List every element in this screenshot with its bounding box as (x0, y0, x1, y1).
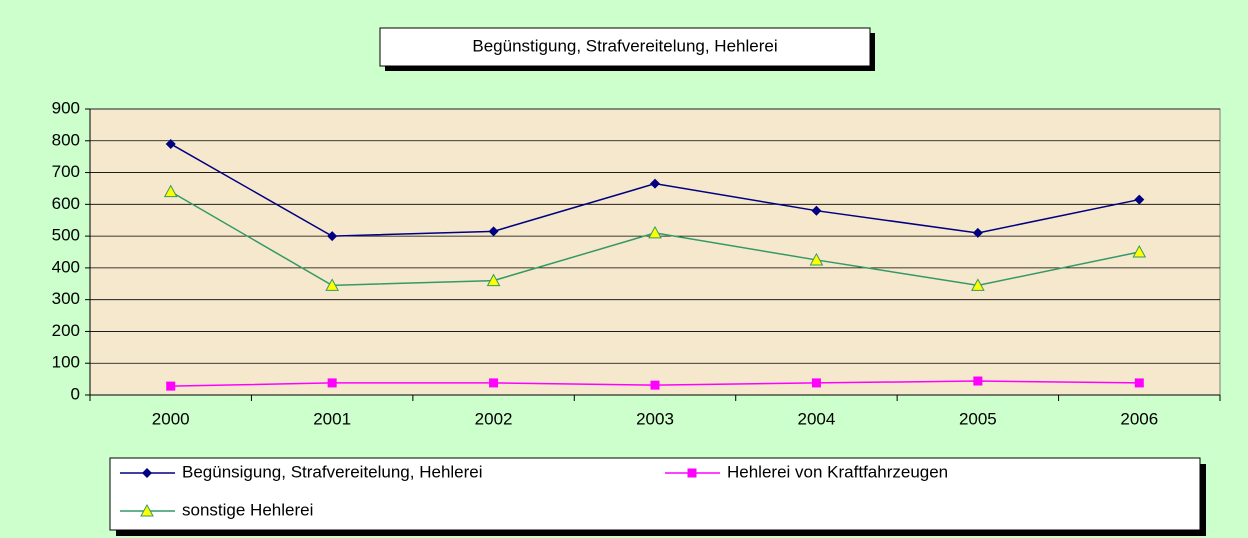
y-tick-label: 400 (52, 257, 80, 276)
y-tick-label: 500 (52, 226, 80, 245)
x-tick-label: 2002 (475, 409, 513, 428)
x-tick-label: 2004 (798, 409, 836, 428)
plot-area (89, 108, 1221, 396)
marker (1134, 194, 1145, 205)
title-box (379, 27, 871, 67)
legend-label: Begünsigung, Strafvereitelung, Hehlerei (182, 462, 483, 481)
y-tick-label: 200 (52, 321, 80, 340)
marker (811, 378, 821, 388)
marker (1134, 378, 1144, 388)
legend-label: sonstige Hehlerei (182, 500, 313, 519)
marker (486, 273, 501, 287)
marker (650, 380, 660, 390)
legend-label: Hehlerei von Kraftfahrzeugen (727, 462, 948, 481)
marker (166, 381, 176, 391)
marker (971, 278, 985, 291)
legend (109, 457, 1201, 531)
marker (140, 503, 154, 517)
marker (488, 226, 499, 237)
y-tick-label: 900 (52, 98, 80, 117)
marker (648, 225, 662, 239)
marker (687, 468, 697, 478)
x-tick-label: 2000 (152, 409, 190, 428)
x-tick-label: 2006 (1120, 409, 1158, 428)
y-tick-label: 0 (71, 384, 80, 403)
marker (142, 468, 152, 478)
x-tick-label: 2005 (959, 409, 997, 428)
marker (972, 227, 983, 238)
y-tick-label: 600 (52, 194, 80, 213)
y-tick-label: 300 (52, 289, 80, 308)
marker (325, 278, 339, 291)
chart-title: Begünstigung, Strafvereitelung, Hehlerei (472, 36, 777, 55)
marker (489, 378, 499, 388)
marker (809, 252, 824, 266)
marker (163, 184, 178, 198)
marker (650, 178, 660, 189)
marker (1132, 244, 1147, 258)
y-tick-label: 800 (52, 130, 80, 149)
y-tick-label: 700 (52, 162, 80, 181)
x-tick-label: 2003 (636, 409, 674, 428)
marker (973, 376, 983, 386)
marker (165, 138, 176, 149)
y-tick-label: 100 (52, 353, 80, 372)
marker (811, 205, 822, 216)
marker (327, 231, 338, 242)
marker (327, 378, 337, 388)
x-tick-label: 2001 (313, 409, 351, 428)
